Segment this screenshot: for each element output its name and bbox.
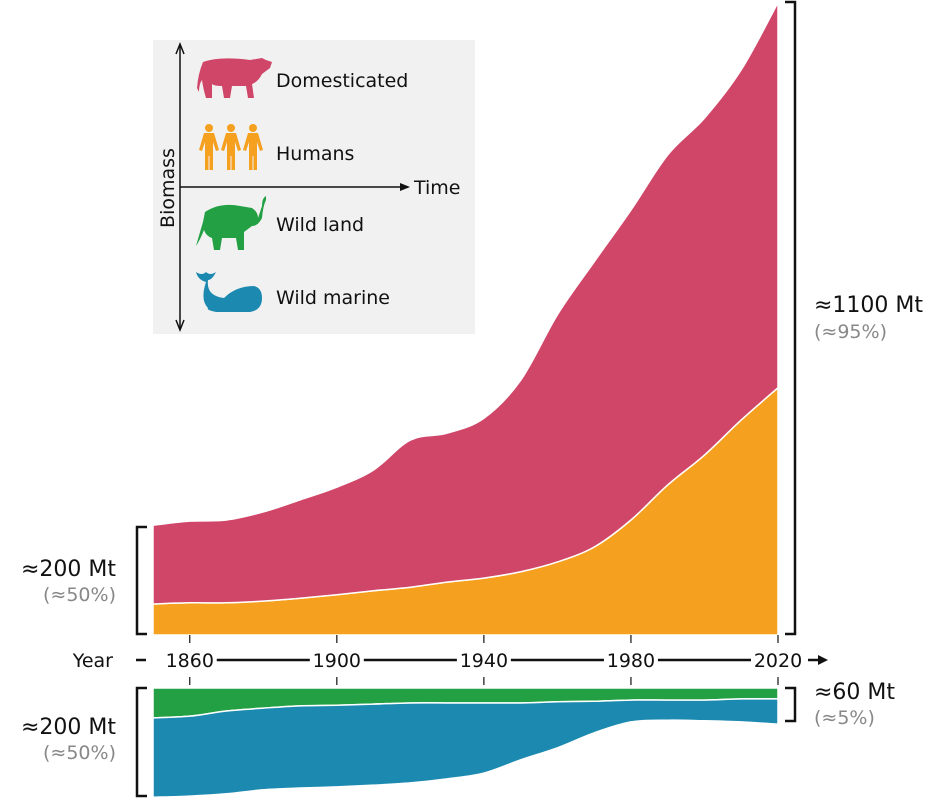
left-bracket-top xyxy=(135,525,147,636)
x-tick-label: 1980 xyxy=(607,650,655,672)
left-bracket-bottom xyxy=(135,686,147,798)
whale-icon xyxy=(196,272,262,312)
bottom-left-share: (≈50%) xyxy=(43,742,116,764)
bottom-left-total: ≈200 Mt xyxy=(21,715,116,740)
right-bracket-top xyxy=(785,0,797,636)
legend-item-humans: Humans xyxy=(276,143,354,165)
x-tick-label: 1900 xyxy=(313,650,361,672)
x-tick-label: 2020 xyxy=(754,650,802,672)
legend: Time Biomass Domesticated Humans Wild la… xyxy=(153,40,475,334)
x-axis: 1860 1900 1940 1980 2020 xyxy=(136,635,828,685)
legend-biomass-arrow-down xyxy=(175,319,185,333)
areas xyxy=(152,1,779,798)
legend-item-wild-marine: Wild marine xyxy=(276,287,390,309)
top-right-share: (≈95%) xyxy=(814,321,887,343)
x-tick-label: 1940 xyxy=(460,650,508,672)
legend-biomass-arrow-up xyxy=(175,41,185,55)
x-tick-label: 1860 xyxy=(166,650,214,672)
top-right-total: ≈1100 Mt xyxy=(814,293,923,318)
legend-item-domesticated: Domesticated xyxy=(276,70,408,92)
right-bracket-bottom xyxy=(785,686,797,723)
legend-time-label: Time xyxy=(413,177,461,199)
cow-icon xyxy=(197,58,272,98)
people-icon xyxy=(199,124,263,170)
legend-biomass-label: Biomass xyxy=(157,148,179,228)
area-wild-marine xyxy=(152,698,779,798)
legend-item-wild-land: Wild land xyxy=(276,214,364,236)
area-domesticated xyxy=(152,1,779,605)
elephant-icon xyxy=(196,196,266,250)
x-axis-label: Year xyxy=(72,650,113,672)
top-left-share: (≈50%) xyxy=(43,584,116,606)
bottom-right-share: (≈5%) xyxy=(814,707,875,729)
bottom-right-total: ≈60 Mt xyxy=(814,680,895,705)
legend-time-arrow xyxy=(400,183,410,191)
x-axis-arrowhead xyxy=(818,655,828,665)
top-left-total: ≈200 Mt xyxy=(21,557,116,582)
